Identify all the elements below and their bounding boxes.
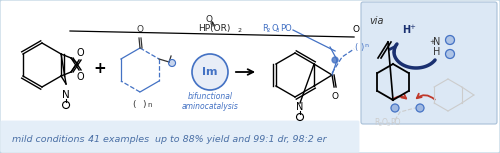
Text: aminocatalysis: aminocatalysis xyxy=(182,101,238,110)
Text: Im: Im xyxy=(202,67,218,77)
Circle shape xyxy=(332,57,338,63)
Text: (: ( xyxy=(354,43,358,52)
Text: 2: 2 xyxy=(379,121,382,127)
Text: N: N xyxy=(296,102,304,112)
Text: O: O xyxy=(271,24,278,32)
Text: bifunctional: bifunctional xyxy=(188,91,232,101)
Text: 41 examples: 41 examples xyxy=(88,136,148,144)
Circle shape xyxy=(168,60,175,67)
Text: +: + xyxy=(409,24,415,30)
Text: up to 88% yield and 99:1 dr, 98:2 er: up to 88% yield and 99:1 dr, 98:2 er xyxy=(155,136,326,144)
Text: (: ( xyxy=(132,100,136,109)
Text: n: n xyxy=(148,102,152,108)
Text: +: + xyxy=(429,39,435,45)
FancyBboxPatch shape xyxy=(361,2,497,124)
Text: O: O xyxy=(206,15,212,24)
Text: H: H xyxy=(402,25,410,35)
Circle shape xyxy=(192,54,228,90)
Text: N: N xyxy=(62,90,70,100)
Text: R: R xyxy=(262,24,268,32)
Circle shape xyxy=(446,50,454,58)
Text: mild conditions: mild conditions xyxy=(12,136,85,144)
Text: H: H xyxy=(434,47,440,57)
Text: O: O xyxy=(332,92,338,101)
Text: 3: 3 xyxy=(276,28,280,32)
Text: R: R xyxy=(374,118,380,127)
Text: n: n xyxy=(364,43,368,47)
Circle shape xyxy=(446,35,454,45)
Text: O: O xyxy=(76,72,84,82)
Text: O: O xyxy=(76,48,84,58)
Text: O: O xyxy=(352,24,360,34)
Text: N: N xyxy=(434,37,440,47)
Text: PO: PO xyxy=(390,118,400,127)
Text: via: via xyxy=(369,16,384,26)
Text: HP(OR): HP(OR) xyxy=(198,24,230,32)
Text: PO: PO xyxy=(280,24,292,32)
Text: O: O xyxy=(136,25,143,34)
Text: ): ) xyxy=(142,100,146,109)
Text: +: + xyxy=(94,60,106,75)
Circle shape xyxy=(391,104,399,112)
FancyBboxPatch shape xyxy=(1,121,359,152)
Text: 3: 3 xyxy=(387,121,390,127)
Text: 2: 2 xyxy=(238,28,242,32)
Text: 2: 2 xyxy=(267,28,270,32)
Circle shape xyxy=(416,104,424,112)
Text: ): ) xyxy=(360,43,364,52)
Text: O: O xyxy=(382,118,388,127)
